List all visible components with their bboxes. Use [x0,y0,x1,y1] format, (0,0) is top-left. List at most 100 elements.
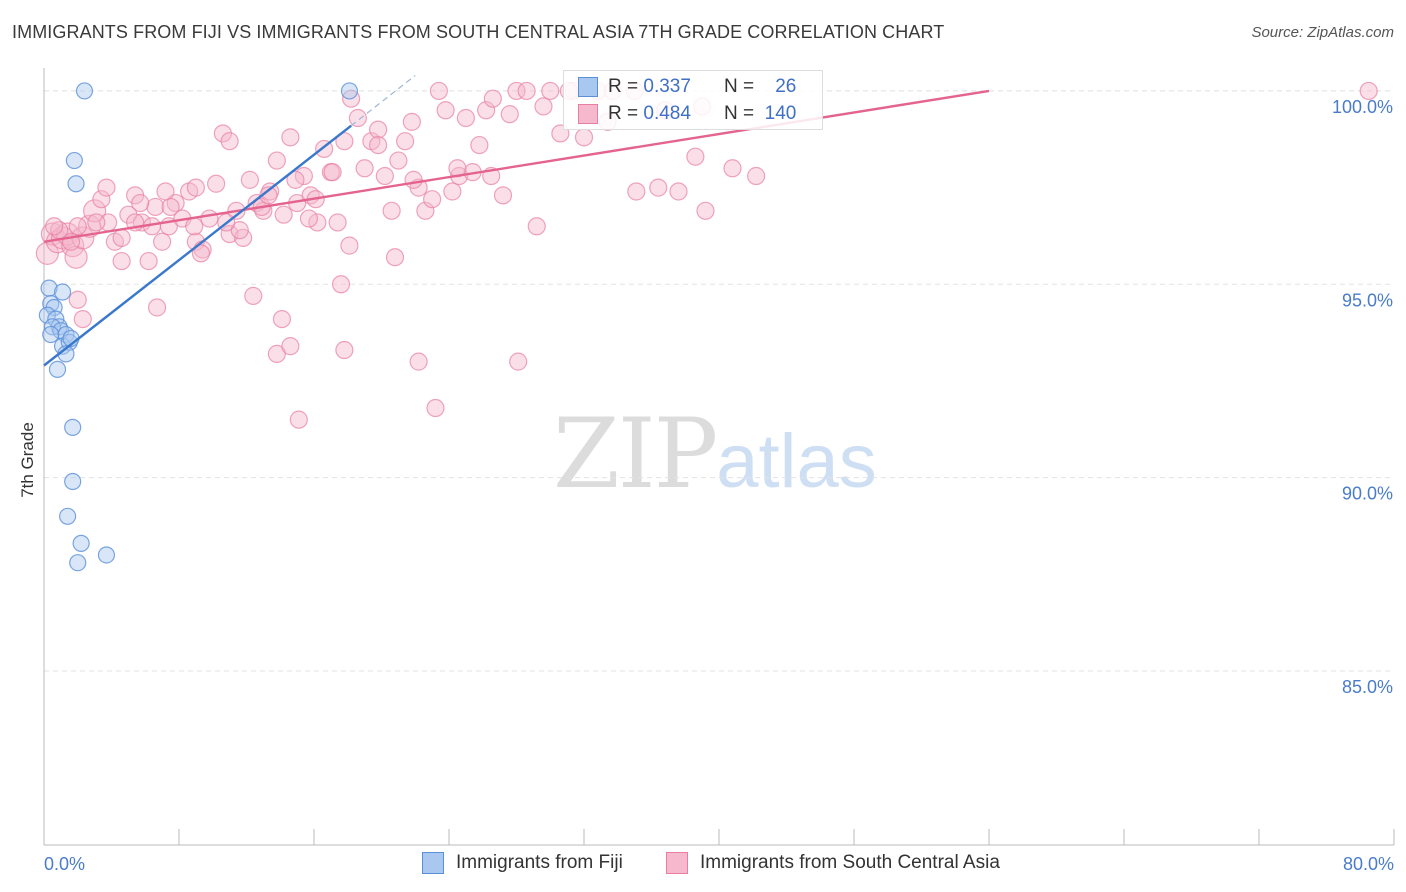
sca-point [416,201,435,220]
sca-point [146,197,165,217]
sca-point [156,182,175,201]
sca-point [355,159,374,178]
sca-point [185,217,204,236]
sca-point [404,170,423,189]
y-tick-label-85: 85.0% [1342,677,1393,697]
sca-point [240,170,259,189]
sca-point [267,151,286,170]
fiji-point [42,325,60,344]
tick-labels: 85.0% 90.0% 95.0% 100.0% 0.0% 80.0% [44,97,1394,874]
sca-point [747,166,766,186]
sca-point [696,201,715,220]
sca-point [272,309,292,329]
sca-point [112,251,131,271]
sca-point [426,398,445,418]
sca-point [375,166,394,186]
fiji-point [65,151,83,170]
fiji-trend-line [43,124,352,367]
legend-fiji-swatch [422,852,444,874]
fiji-point [75,82,94,100]
sca-n-value: 140 [764,103,797,124]
fiji-point [67,175,85,193]
sca-point [335,340,354,360]
sca-point [131,193,150,213]
sca-point [534,97,553,116]
sca-point [396,132,415,151]
sca-point [308,213,327,232]
sca-point [97,178,116,197]
fiji-point [69,554,87,572]
sca-swatch [578,104,598,124]
legend-item-fiji[interactable]: Immigrants from Fiji [422,852,623,874]
sca-point [87,213,106,232]
fiji-trend-extension [350,74,416,127]
sca-point [274,205,293,224]
sca-point [348,108,367,128]
sca-point [281,337,300,356]
watermark-zip: ZIP [553,398,718,510]
sca-point [574,128,594,147]
legend-row-sca: R = 0.484 N = 140 [578,101,796,127]
sca-point [244,286,263,305]
fiji-point [64,418,82,436]
fiji-r-label: R = [608,76,639,97]
series-fiji [38,82,359,572]
sca-point [509,352,528,371]
fiji-r-value: 0.337 [643,76,691,97]
y-tick-label-95: 95.0% [1342,290,1393,310]
y-tick-label-100: 100.0% [1332,97,1393,117]
fiji-point [72,534,90,552]
fiji-point [340,82,359,100]
sca-point [68,217,87,236]
watermark-atlas: atlas [716,419,877,504]
sca-point [267,344,286,363]
chart-title: IMMIGRANTS FROM FIJI VS IMMIGRANTS FROM … [12,22,945,42]
sca-point [335,132,354,151]
sca-point [294,166,313,186]
sca-point [286,170,305,189]
sca-point [456,108,475,128]
sca-point [331,275,351,294]
fiji-n-value: 26 [775,76,797,97]
sca-point [328,213,347,232]
x-tick-label-min: 0.0% [44,854,85,874]
legend-row-fiji: R = 0.337 N = 26 [578,74,796,100]
fiji-point [59,507,77,525]
fiji-point [64,472,82,491]
series-south-central-asia [35,81,1378,429]
sca-point [112,228,131,247]
sca-point [517,81,536,101]
trend-lines [43,74,990,367]
fiji-point [97,546,116,564]
sca-point [299,209,319,228]
legend-item-sca[interactable]: Immigrants from South Central Asia [666,852,1000,874]
stats-legend: R = 0.337 N = 26 R = 0.484 N = 140 [563,70,823,130]
sca-point [230,221,249,240]
sca-point [1359,81,1378,101]
y-tick-label-90: 90.0% [1342,484,1393,504]
sca-point [477,101,496,120]
sca-point [385,248,405,267]
sca-point [443,182,462,201]
sca-point [493,186,513,205]
sca-r-label: R = [608,103,639,124]
sca-point [68,290,87,309]
sca-point [207,174,226,193]
legend-sca-swatch [666,852,688,874]
sca-point [429,81,448,101]
sca-n-label: N = [723,103,755,124]
sca-point [402,112,421,131]
sca-point [369,135,388,155]
fiji-n-label: N = [723,76,755,97]
sca-point [186,178,205,197]
sca-point [436,101,455,120]
sca-r-value: 0.484 [643,103,691,124]
source-label: Source: ZipAtlas.com [1251,24,1394,41]
sca-point [289,410,308,429]
sca-point [259,186,278,205]
sca-point [83,199,107,223]
zipatlas-watermark: ZIPatlas [553,398,877,510]
sca-point [92,190,111,209]
sca-point [340,236,359,255]
